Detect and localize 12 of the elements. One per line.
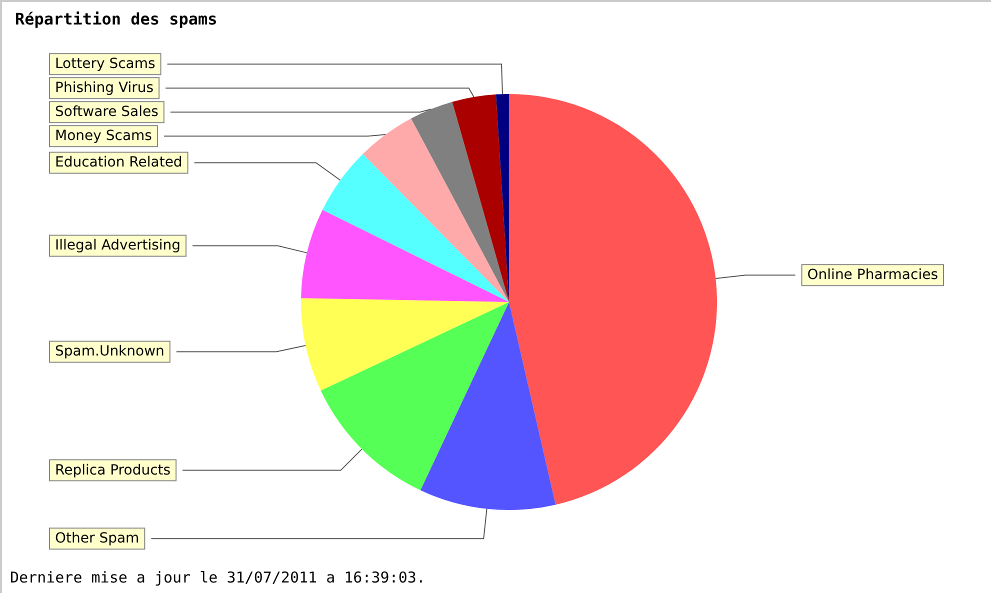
slice-label: Software Sales <box>55 104 158 120</box>
slice-label: Illegal Advertising <box>55 238 181 254</box>
slice-label: Education Related <box>55 154 182 171</box>
slice-label: Money Scams <box>55 128 152 144</box>
slice-label: Phishing Virus <box>55 80 154 96</box>
chart-title: Répartition des spams <box>15 10 218 28</box>
slice-label: Online Pharmacies <box>807 267 938 284</box>
slice-label: Replica Products <box>55 462 171 478</box>
text: Derniere mise a jour le 31/07/2011 a 16:39:03. <box>10 568 426 586</box>
slice-label: Spam.Unknown <box>55 344 164 360</box>
slice-label: Lottery Scams <box>55 56 156 72</box>
slice-label: Other Spam <box>55 530 140 547</box>
